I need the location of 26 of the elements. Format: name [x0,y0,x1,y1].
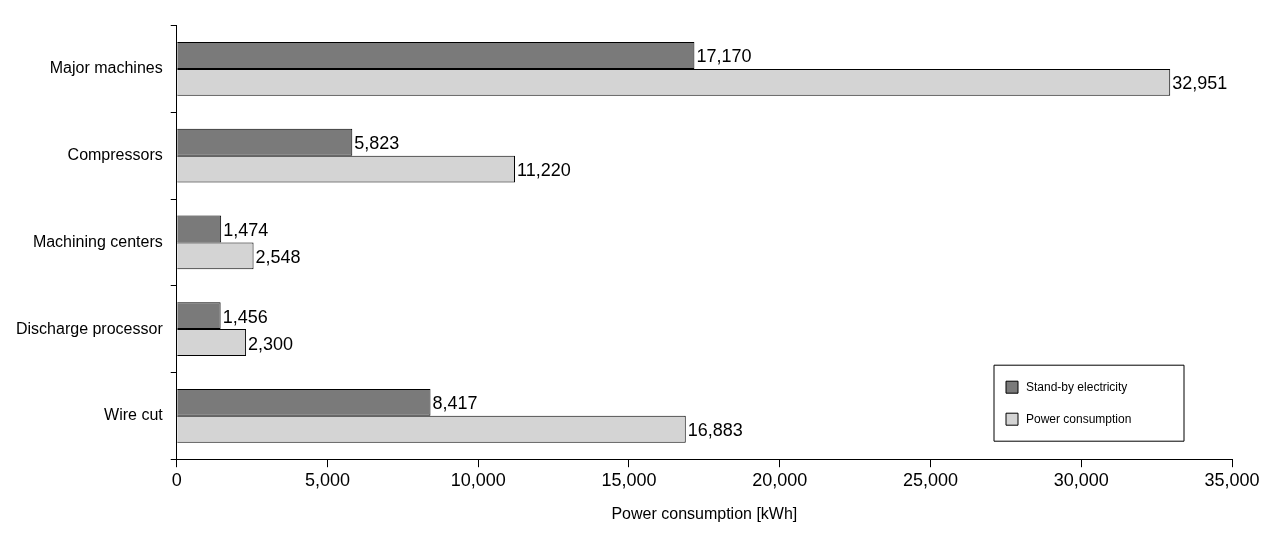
data-label: 1,474 [223,219,269,240]
y-tick-label: Wire cut [104,406,164,424]
legend-label: Power consumption [1026,411,1132,426]
data-label: 11,220 [517,160,571,181]
y-tick-label: Compressors [67,146,163,164]
data-label: 5,823 [354,133,400,154]
data-label: 1,456 [222,306,268,327]
x-axis-title: Power consumption [kWh] [611,504,798,522]
x-tick-label: 15,000 [601,469,657,490]
x-tick-label: 25,000 [902,469,959,490]
data-label: 2,548 [255,246,301,267]
legend-label: Stand-by electricity [1026,379,1128,394]
x-tick-label: 35,000 [1204,469,1260,490]
y-tick-label: Discharge processor [15,319,164,337]
data-label: 16,883 [687,420,743,441]
y-tick-label: Major machines [49,59,163,77]
x-tick-label: 0 [171,469,182,490]
x-tick-label: 20,000 [752,469,808,490]
data-label: 32,951 [1172,73,1228,94]
x-tick-label: 10,000 [450,469,506,490]
data-label: 2,300 [248,333,294,354]
data-label: 17,170 [696,46,752,67]
data-label: 8,417 [432,393,478,414]
y-tick-label: Machining centers [32,232,163,250]
x-tick-label: 5,000 [304,469,350,490]
x-tick-label: 30,000 [1053,469,1109,490]
